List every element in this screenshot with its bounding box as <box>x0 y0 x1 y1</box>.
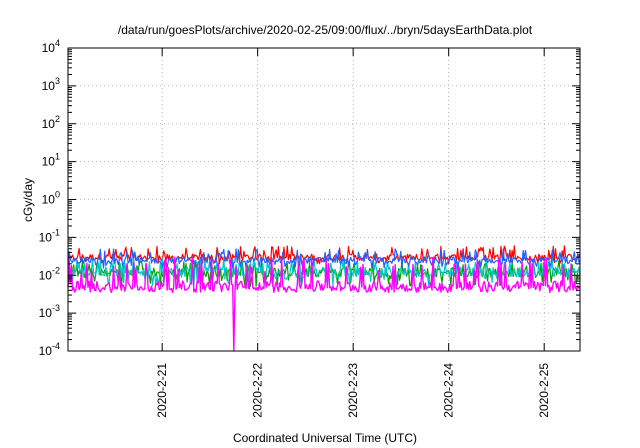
y-tick-label: 101 <box>42 152 60 169</box>
y-tick-label: 102 <box>42 114 60 131</box>
y-tick-mantissa: 10 <box>42 117 56 131</box>
y-tick-label: 100 <box>42 190 60 207</box>
y-tick-exponent: 3 <box>55 76 60 86</box>
series-line-2 <box>67 256 581 286</box>
series-line-4 <box>67 256 581 352</box>
y-tick-label: 10-1 <box>39 227 60 244</box>
y-tick-mantissa: 10 <box>39 268 53 282</box>
y-tick-exponent: 4 <box>55 38 60 48</box>
x-tick-label: 2020-2-23 <box>346 363 360 418</box>
x-tick-label: 2020-2-24 <box>442 363 456 418</box>
y-tick-mantissa: 10 <box>39 344 53 358</box>
chart-title: /data/run/goesPlots/archive/2020-02-25/0… <box>118 23 533 37</box>
y-tick-label: 10-2 <box>39 265 60 282</box>
y-tick-exponent: -3 <box>52 303 60 313</box>
y-tick-exponent: 2 <box>55 114 60 124</box>
y-tick-exponent: 0 <box>55 190 60 200</box>
x-axis-label: Coordinated Universal Time (UTC) <box>233 431 417 445</box>
y-tick-mantissa: 10 <box>42 193 56 207</box>
plot-series <box>67 245 581 352</box>
x-tick-label: 2020-2-25 <box>537 363 551 418</box>
y-tick-mantissa: 10 <box>42 155 56 169</box>
y-tick-exponent: -2 <box>52 265 60 275</box>
y-tick-label: 103 <box>42 76 60 93</box>
y-tick-label: 104 <box>42 38 60 55</box>
x-tick-label: 2020-2-21 <box>155 363 169 418</box>
y-tick-label: 10-3 <box>39 303 60 320</box>
y-tick-exponent: -1 <box>52 227 60 237</box>
y-tick-exponent: 1 <box>55 152 60 162</box>
y-tick-mantissa: 10 <box>39 230 53 244</box>
grid <box>68 48 580 351</box>
y-tick-exponent: -4 <box>52 341 60 351</box>
y-tick-label: 10-4 <box>39 341 60 358</box>
series-line-3 <box>67 248 581 270</box>
y-tick-mantissa: 10 <box>42 41 56 55</box>
x-tick-label: 2020-2-22 <box>251 363 265 418</box>
y-tick-mantissa: 10 <box>42 79 56 93</box>
x-axis: 2020-2-21 2020-2-22 2020-2-23 2020-2-24 2020… <box>155 48 551 418</box>
y-axis-label: cGy/day <box>21 178 35 222</box>
y-tick-mantissa: 10 <box>39 306 53 320</box>
